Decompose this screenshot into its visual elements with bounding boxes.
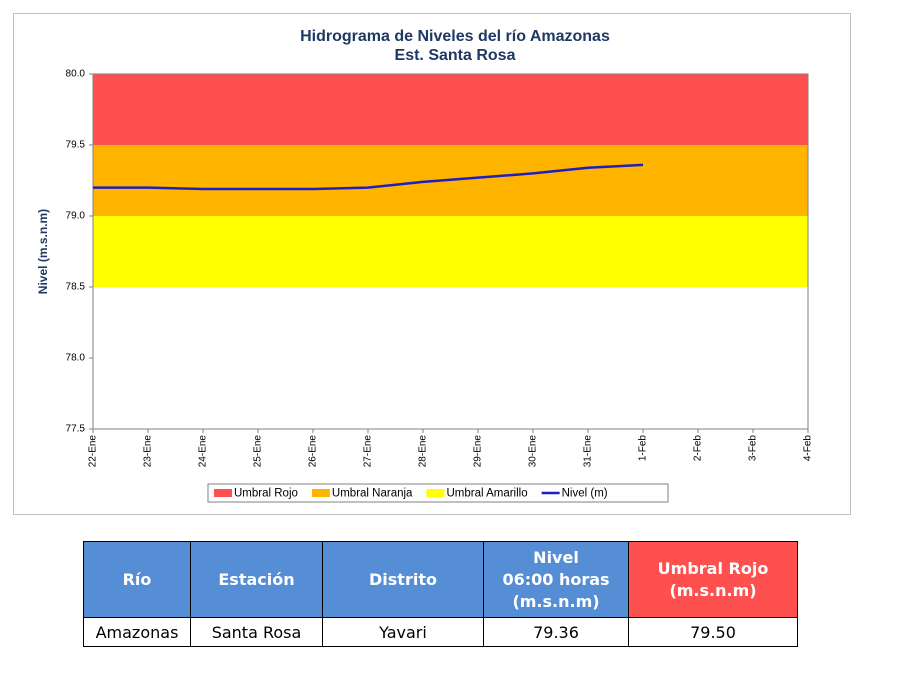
header-text: (m.s.n.m) <box>669 580 757 600</box>
header-text: Distrito <box>369 569 437 589</box>
data-cell: Santa Rosa <box>190 617 323 647</box>
header-cell: Umbral Rojo (m.s.n.m) <box>628 541 798 618</box>
chart-frame <box>13 13 851 515</box>
data-cell: Yavari <box>322 617 484 647</box>
y-tick-label: 78.5 <box>66 282 86 293</box>
x-tick-label: 26-Ene <box>308 435 319 468</box>
y-tick-label: 78.0 <box>66 353 86 364</box>
header-cell: Río <box>83 541 191 618</box>
x-tick-label: 25-Ene <box>253 435 264 468</box>
legend-swatch <box>311 489 330 497</box>
x-tick-label: 27-Ene <box>363 435 374 468</box>
header-text: Río <box>122 569 152 589</box>
legend-label: Umbral Naranja <box>332 488 413 500</box>
plot-frame <box>92 73 809 430</box>
chart-title: Hidrograma de Niveles del río Amazonas <box>300 28 610 45</box>
data-cell: 79.36 <box>483 617 629 647</box>
x-tick-label: 3-Feb <box>748 435 759 462</box>
x-tick-label: 28-Ene <box>418 435 429 468</box>
x-tick-label: 22-Ene <box>88 435 99 468</box>
x-tick-label: 31-Ene <box>583 435 594 468</box>
legend-swatch <box>426 489 445 497</box>
y-axis-label: Nivel (m.s.n.m) <box>36 209 50 294</box>
legend-label: Umbral Rojo <box>234 488 298 500</box>
header-text: Nivel <box>533 547 579 567</box>
x-tick-label: 29-Ene <box>473 435 484 468</box>
x-tick-label: 2-Feb <box>693 435 704 462</box>
legend-swatch <box>214 489 232 497</box>
data-row: Amazonas Santa Rosa Yavari 79.36 79.50 <box>83 617 798 647</box>
chart: Hidrograma de Niveles del río Amazonas Es… <box>36 28 814 503</box>
x-tick-label: 23-Ene <box>143 435 154 468</box>
header-text: 06:00 horas <box>502 569 610 589</box>
x-tick-label: 24-Ene <box>198 435 209 468</box>
x-tick-label: 4-Feb <box>803 435 814 462</box>
header-row: Río Estación Distrito Nivel 06:00 horas (m.s.… <box>83 541 798 618</box>
y-tick-label: 77.5 <box>66 424 86 435</box>
threshold-band <box>93 74 808 145</box>
y-tick-label: 79.0 <box>66 211 86 222</box>
header-cell: Distrito <box>322 541 484 618</box>
y-tick-label: 79.5 <box>66 140 86 151</box>
x-tick-label: 1-Feb <box>638 435 649 462</box>
header-cell: Estación <box>190 541 323 618</box>
x-tick-label: 30-Ene <box>528 435 539 468</box>
y-tick-label: 80.0 <box>66 69 86 80</box>
legend-label: Nivel (m) <box>562 488 608 500</box>
data-cell: Amazonas <box>83 617 191 647</box>
threshold-band <box>93 216 808 287</box>
header-text: (m.s.n.m) <box>512 591 600 611</box>
level-line <box>93 163 644 191</box>
chart-title: Est. Santa Rosa <box>395 47 516 64</box>
header-text: Umbral Rojo <box>657 558 769 578</box>
header-cell: Nivel 06:00 horas (m.s.n.m) <box>483 541 629 618</box>
legend-label: Umbral Amarillo <box>446 488 527 500</box>
header-text: Estación <box>218 569 295 589</box>
data-table: Río Estación Distrito Nivel 06:00 horas (m.s.… <box>83 541 798 647</box>
data-cell: 79.50 <box>628 617 798 647</box>
